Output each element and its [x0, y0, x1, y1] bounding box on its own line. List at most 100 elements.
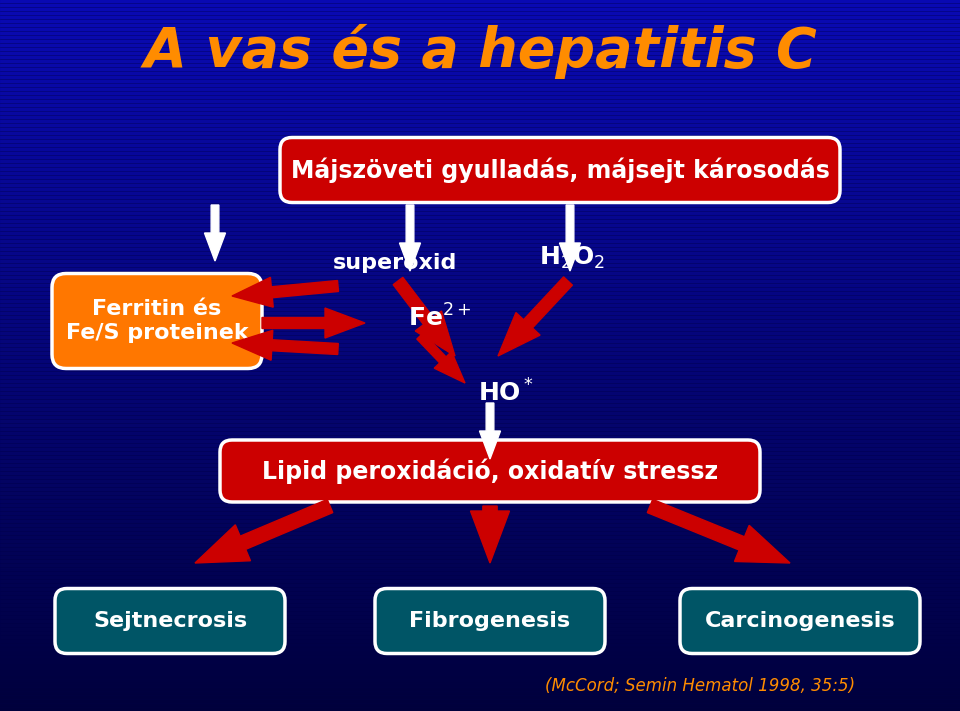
Bar — [0, 451, 960, 452]
Bar — [0, 346, 960, 347]
Bar — [0, 166, 960, 167]
Bar — [0, 50, 960, 52]
Bar — [0, 264, 960, 266]
Bar — [0, 638, 960, 640]
Bar — [0, 127, 960, 128]
Bar — [0, 402, 960, 403]
Bar — [0, 0, 960, 1]
Bar — [0, 23, 960, 24]
Bar — [0, 365, 960, 366]
Bar — [0, 249, 960, 250]
Bar — [0, 181, 960, 182]
FancyArrow shape — [647, 499, 790, 563]
Bar — [0, 309, 960, 310]
Bar — [0, 447, 960, 448]
Bar — [0, 498, 960, 500]
Bar — [0, 178, 960, 179]
Bar — [0, 678, 960, 679]
Bar — [0, 41, 960, 43]
Bar — [0, 611, 960, 612]
Bar — [0, 653, 960, 654]
Bar — [0, 48, 960, 50]
Bar — [0, 92, 960, 93]
Text: superoxid: superoxid — [333, 253, 457, 273]
Bar — [0, 405, 960, 406]
Bar — [0, 661, 960, 662]
Bar — [0, 580, 960, 582]
Bar — [0, 274, 960, 275]
Bar — [0, 415, 960, 416]
Bar — [0, 267, 960, 269]
Bar — [0, 28, 960, 29]
Bar — [0, 223, 960, 225]
Bar — [0, 336, 960, 338]
Bar — [0, 457, 960, 459]
Bar — [0, 235, 960, 236]
FancyArrow shape — [417, 333, 465, 383]
Bar — [0, 525, 960, 527]
Bar — [0, 661, 960, 663]
Bar — [0, 245, 960, 246]
Bar — [0, 653, 960, 655]
Bar — [0, 387, 960, 388]
Bar — [0, 462, 960, 464]
Bar — [0, 658, 960, 660]
Bar — [0, 404, 960, 405]
Bar — [0, 314, 960, 316]
Bar — [0, 319, 960, 320]
Bar — [0, 269, 960, 270]
Bar — [0, 538, 960, 540]
Bar — [0, 129, 960, 131]
Bar — [0, 636, 960, 637]
Bar — [0, 484, 960, 486]
Bar — [0, 104, 960, 105]
Bar — [0, 235, 960, 237]
Bar — [0, 565, 960, 567]
Bar — [0, 688, 960, 689]
Bar — [0, 424, 960, 426]
Bar — [0, 582, 960, 584]
Bar — [0, 242, 960, 243]
Bar — [0, 292, 960, 293]
Bar — [0, 474, 960, 476]
Bar — [0, 577, 960, 579]
Bar — [0, 178, 960, 180]
Bar — [0, 297, 960, 299]
Bar — [0, 361, 960, 363]
Bar — [0, 705, 960, 706]
Bar — [0, 289, 960, 290]
Bar — [0, 141, 960, 143]
Bar — [0, 559, 960, 560]
Bar — [0, 387, 960, 389]
Bar — [0, 4, 960, 5]
Bar — [0, 356, 960, 357]
Bar — [0, 407, 960, 409]
Bar — [0, 469, 960, 470]
Bar — [0, 151, 960, 152]
Bar — [0, 211, 960, 213]
Bar — [0, 55, 960, 57]
Bar — [0, 560, 960, 561]
Bar — [0, 471, 960, 473]
Bar — [0, 616, 960, 618]
Bar — [0, 309, 960, 311]
Bar — [0, 6, 960, 7]
Bar — [0, 348, 960, 349]
Bar — [0, 552, 960, 553]
Bar — [0, 18, 960, 19]
Bar — [0, 282, 960, 283]
Bar — [0, 693, 960, 694]
Bar — [0, 503, 960, 505]
Bar — [0, 301, 960, 303]
Bar — [0, 527, 960, 528]
Bar — [0, 639, 960, 641]
Bar — [0, 710, 960, 711]
Bar — [0, 537, 960, 538]
Bar — [0, 631, 960, 632]
Bar — [0, 26, 960, 28]
Bar — [0, 232, 960, 233]
Bar — [0, 137, 960, 139]
Bar — [0, 23, 960, 25]
Bar — [0, 146, 960, 148]
Bar — [0, 663, 960, 664]
